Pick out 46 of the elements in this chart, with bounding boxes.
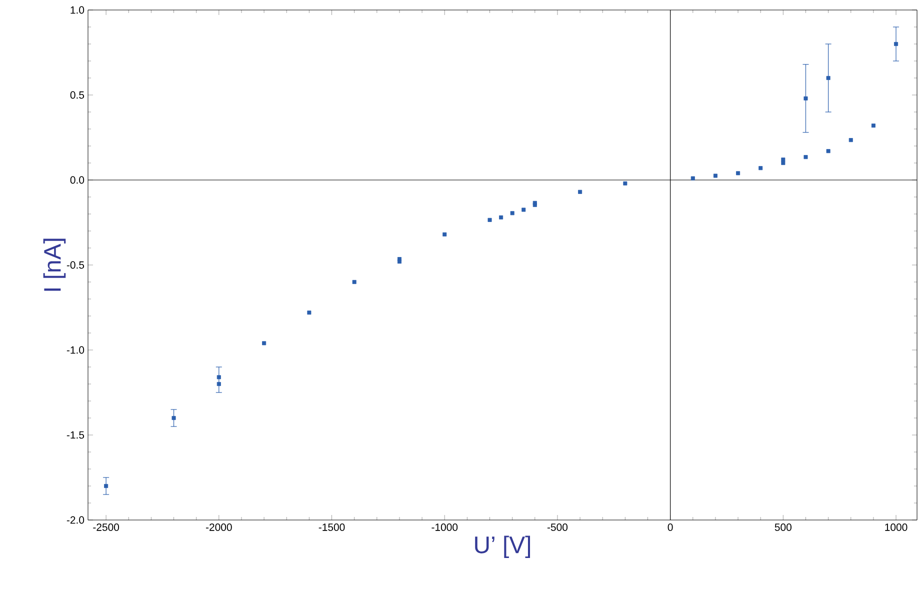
- point: [488, 218, 492, 222]
- point: [894, 42, 898, 46]
- y-tick-label: -1.5: [66, 431, 84, 439]
- point: [804, 96, 808, 100]
- x-tick-label: 0: [668, 524, 673, 531]
- point: [262, 341, 266, 346]
- point: [352, 280, 356, 284]
- point: [713, 174, 718, 178]
- point: [623, 181, 628, 186]
- point: [736, 171, 740, 176]
- point: [871, 124, 876, 128]
- point: [781, 158, 786, 162]
- point: [307, 310, 312, 315]
- point: [104, 484, 108, 488]
- point: [578, 190, 582, 194]
- point: [499, 215, 504, 220]
- point: [758, 166, 763, 170]
- y-tick-label: 0.5: [70, 91, 84, 99]
- point: [442, 232, 447, 236]
- y-tick-label: 0.0: [70, 176, 84, 184]
- point: [781, 160, 786, 165]
- x-tick-label: -2500: [93, 524, 120, 531]
- point: [848, 138, 853, 142]
- x-tick-label: 500: [774, 524, 792, 531]
- point: [510, 211, 514, 216]
- x-axis-title: U’ [V]: [475, 536, 530, 558]
- point: [216, 382, 221, 386]
- x-tick-label: -1500: [318, 524, 345, 531]
- x-tick-label: -500: [547, 524, 568, 531]
- point: [522, 208, 526, 212]
- y-tick-label: -0.5: [66, 261, 84, 269]
- y-tick-label: -1.0: [66, 346, 84, 354]
- point: [172, 416, 176, 420]
- point: [804, 155, 808, 160]
- y-axis-title: I [nA]: [43, 238, 66, 291]
- x-tick-label: -2000: [206, 524, 232, 531]
- y-tick-label: 1.0: [70, 6, 84, 14]
- point: [216, 375, 221, 380]
- point: [397, 260, 402, 264]
- point: [826, 76, 830, 80]
- point: [826, 149, 830, 154]
- x-tick-label: -1000: [432, 524, 458, 531]
- y-tick-label: -2.0: [66, 516, 84, 524]
- point: [690, 176, 695, 180]
- point: [532, 200, 537, 205]
- x-tick-label: 1000: [885, 524, 908, 531]
